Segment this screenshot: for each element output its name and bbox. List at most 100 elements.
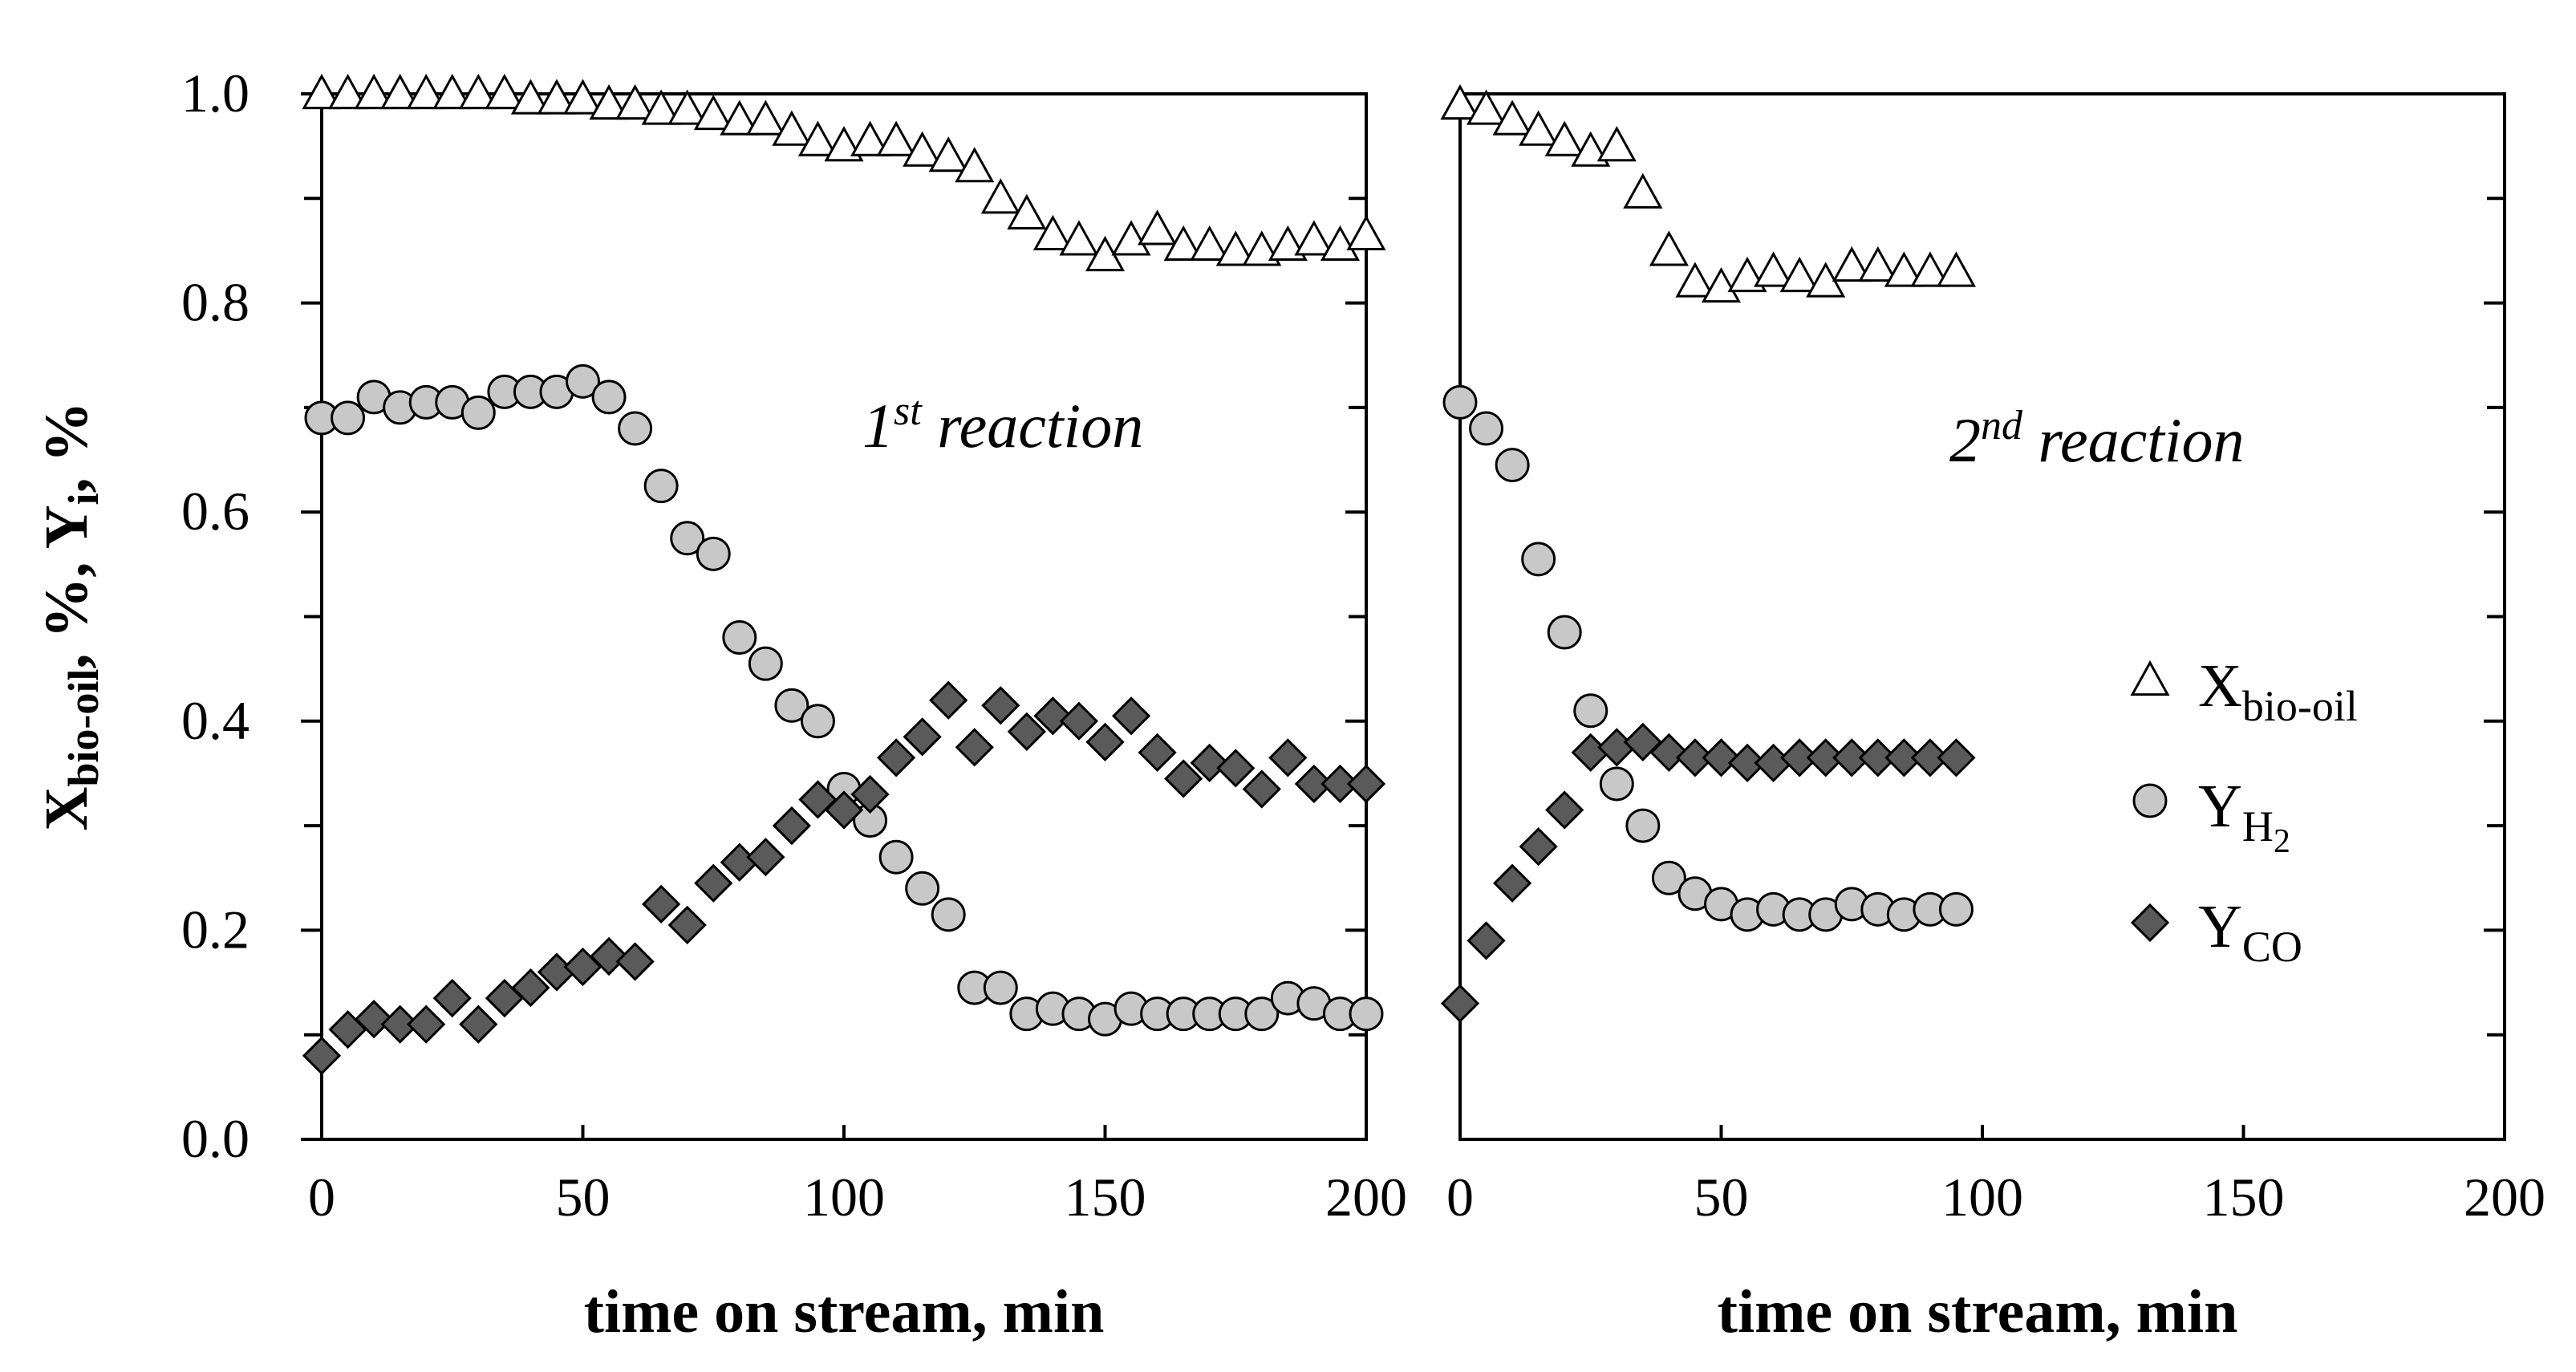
legend-triangle-icon bbox=[2130, 660, 2170, 696]
right-triangle-point bbox=[1519, 110, 1559, 146]
left-circle-point bbox=[618, 411, 653, 446]
right-x-tick-label: 50 bbox=[1694, 1167, 1749, 1228]
right-diamond-point bbox=[1545, 790, 1584, 830]
right-diamond-point bbox=[1832, 738, 1872, 777]
legend-entry-x-bio-oil: Xbio-oil bbox=[2198, 652, 2358, 730]
left-diamond-point bbox=[407, 1005, 446, 1044]
left-diamond-point bbox=[981, 686, 1020, 725]
right-circle-point bbox=[1521, 542, 1556, 577]
left-triangle-point bbox=[1138, 209, 1178, 246]
left-triangle-point bbox=[1111, 220, 1151, 256]
right-triangle-point bbox=[1858, 246, 1898, 282]
left-triangle-point bbox=[903, 131, 943, 167]
y-axis-mid: , %, bbox=[33, 549, 100, 668]
left-y-tick-label: 0.6 bbox=[181, 481, 249, 542]
left-x-tick-label: 200 bbox=[1325, 1167, 1407, 1228]
left-triangle-point bbox=[850, 120, 890, 156]
right-circle-point bbox=[1442, 384, 1478, 420]
right-diamond-point bbox=[1884, 738, 1924, 777]
right-circle-point bbox=[1938, 891, 1974, 927]
right-circle-point bbox=[1651, 860, 1686, 895]
legend-markers bbox=[2130, 660, 2170, 943]
legend: Xbio-oil YH2 YCO bbox=[2130, 652, 2358, 971]
left-diamond-point bbox=[1346, 764, 1386, 804]
right-annotation-num: 2 bbox=[1949, 405, 1981, 475]
left-diamond-point bbox=[1007, 712, 1046, 751]
left-x-tick-label: 150 bbox=[1065, 1167, 1146, 1228]
left-triangle-point bbox=[562, 79, 603, 115]
left-diamond-point bbox=[1268, 738, 1308, 777]
y-axis-y: Y bbox=[33, 505, 100, 550]
left-diamond-point bbox=[1190, 743, 1229, 783]
left-circle-point bbox=[1244, 997, 1280, 1032]
left-y-tick-label: 0.2 bbox=[181, 899, 249, 960]
left-diamond-point bbox=[772, 806, 812, 846]
left-triangle-point bbox=[955, 147, 995, 183]
right-triangle-point bbox=[1544, 120, 1584, 156]
right-axis-ticks: 0 50 100 150 200 bbox=[1446, 92, 2546, 1228]
right-x-tick-label: 100 bbox=[1941, 1167, 2023, 1228]
left-diamond-point bbox=[850, 774, 890, 814]
legend-co-sub: CO bbox=[2242, 923, 2302, 971]
left-triangle-point bbox=[1215, 230, 1256, 266]
left-triangle-point bbox=[980, 178, 1020, 214]
right-triangle-point bbox=[1596, 126, 1637, 162]
left-circle-point bbox=[331, 400, 366, 436]
left-circle-point bbox=[931, 897, 966, 932]
left-diamond-point bbox=[642, 884, 681, 923]
right-diamond-point bbox=[1780, 738, 1819, 777]
left-annotation-sup: st bbox=[894, 388, 923, 434]
right-diamond-point bbox=[1727, 743, 1767, 783]
left-triangle-point bbox=[1190, 225, 1230, 262]
left-diamond-point bbox=[1033, 696, 1073, 736]
right-triangle-point bbox=[1440, 83, 1480, 120]
left-triangle-point bbox=[302, 73, 342, 110]
right-diamond-point bbox=[1702, 738, 1741, 777]
right-x-tick-label: 200 bbox=[2464, 1167, 2546, 1228]
left-circle-point bbox=[460, 395, 496, 430]
left-annotation: 1st reaction bbox=[862, 388, 1143, 461]
right-annotation-sup: nd bbox=[1981, 403, 2023, 449]
right-triangle-point bbox=[1936, 251, 1976, 287]
right-diamond-point bbox=[1910, 738, 1950, 777]
left-triangle-point bbox=[928, 136, 968, 173]
legend-h2-main: Y bbox=[2198, 773, 2242, 840]
left-circle-point bbox=[878, 839, 914, 875]
right-triangle-point bbox=[1779, 256, 1819, 293]
left-circle-point bbox=[566, 363, 600, 399]
right-circle-point bbox=[1625, 808, 1661, 843]
left-y-tick-label: 0.0 bbox=[181, 1108, 249, 1169]
left-x-tick-label: 0 bbox=[308, 1167, 335, 1228]
left-diamond-point bbox=[511, 968, 550, 1008]
legend-x-sub: bio-oil bbox=[2242, 682, 2358, 730]
left-triangle-point bbox=[1346, 214, 1386, 251]
right-diamond-point bbox=[1649, 733, 1689, 773]
left-circle-point bbox=[696, 536, 731, 571]
right-diamond-point bbox=[1519, 827, 1558, 867]
left-diamond-point bbox=[615, 942, 655, 981]
left-y-tick-label: 1.0 bbox=[181, 63, 249, 124]
right-circle-point bbox=[1469, 411, 1504, 446]
left-circle-point bbox=[722, 620, 757, 656]
left-triangle-point bbox=[1059, 220, 1099, 256]
left-circle-point bbox=[643, 469, 679, 504]
right-diamond-point bbox=[1466, 921, 1506, 960]
y-axis-x: X bbox=[33, 787, 100, 831]
left-panel: 0 50 100 150 200 0.0 0.2 0.4 0.6 0.8 1.0 1st react… bbox=[33, 63, 1407, 1346]
left-diamond-point bbox=[1242, 769, 1281, 809]
right-diamond-point bbox=[1806, 738, 1845, 777]
right-triangle-point bbox=[1649, 230, 1689, 266]
left-axis-ticks: 0 50 100 150 200 0.0 0.2 0.4 0.6 0.8 1.0 bbox=[181, 63, 1407, 1228]
left-y-tick-label: 0.4 bbox=[181, 690, 249, 751]
left-triangle-point bbox=[745, 99, 785, 136]
left-triangle-point bbox=[1007, 193, 1047, 229]
right-diamond-point bbox=[1858, 738, 1897, 777]
y-axis-x-sub: bio-oil bbox=[59, 669, 108, 787]
left-x-tick-label: 100 bbox=[803, 1167, 885, 1228]
left-diamond-point bbox=[746, 838, 785, 877]
left-y-tick-label: 0.8 bbox=[181, 272, 249, 333]
right-triangle-point bbox=[1492, 99, 1532, 136]
right-annotation: 2nd reaction bbox=[1949, 403, 2245, 475]
left-triangle-point bbox=[458, 73, 498, 110]
right-diamond-point bbox=[1440, 984, 1480, 1023]
